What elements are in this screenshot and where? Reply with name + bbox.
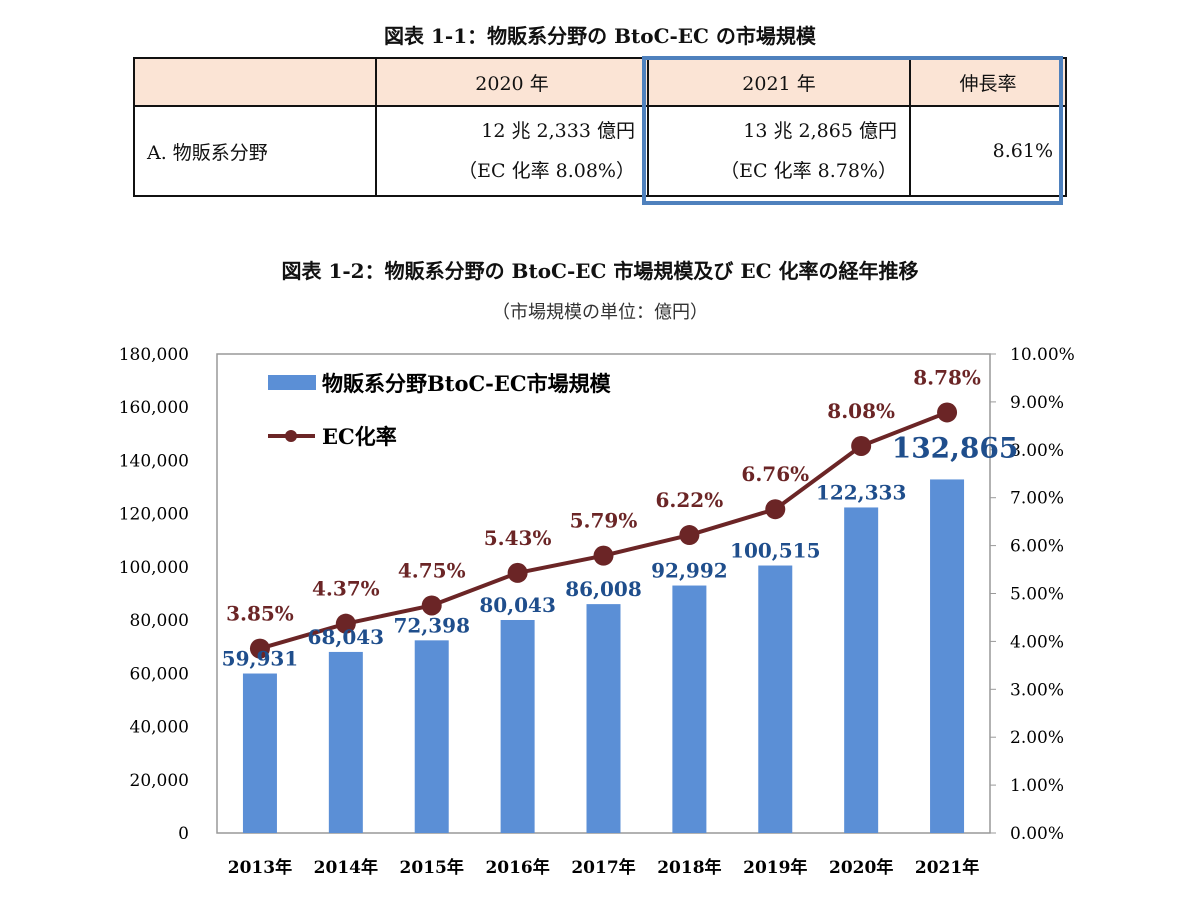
bar-value-label: 80,043 bbox=[479, 593, 556, 617]
chart-subtitle: （市場規模の単位：億円） bbox=[492, 302, 708, 323]
bar-value-label: 72,398 bbox=[393, 613, 470, 637]
left-tick-label: 20,000 bbox=[130, 771, 189, 791]
cell-growth: 8.61% bbox=[909, 105, 1067, 197]
x-tick-label: 2021年 bbox=[915, 857, 979, 878]
right-tick-label: 6.00% bbox=[1010, 537, 1064, 557]
bar bbox=[672, 585, 707, 833]
market-size-table: 2020 年 2021 年 伸長率 A. 物販系分野 12 兆 2,333 億円… bbox=[133, 57, 1067, 197]
x-tick-label: 2015年 bbox=[400, 857, 464, 878]
bar-value-label: 100,515 bbox=[730, 539, 820, 563]
bar bbox=[500, 619, 535, 833]
x-tick-label: 2014年 bbox=[314, 857, 378, 878]
bar-value-label: 122,333 bbox=[816, 480, 906, 504]
bar bbox=[414, 640, 449, 833]
left-tick-label: 160,000 bbox=[119, 398, 189, 418]
table-title: 図表 1-1：物販系分野の BtoC-EC の市場規模 bbox=[384, 24, 816, 48]
bar bbox=[586, 604, 621, 833]
ec-rate-point bbox=[249, 638, 270, 659]
left-tick-label: 100,000 bbox=[119, 558, 189, 578]
ec-rate-label: 4.75% bbox=[398, 558, 466, 582]
left-tick-label: 80,000 bbox=[130, 611, 189, 631]
chart-title: 図表 1-2：物販系分野の BtoC-EC 市場規模及び EC 化率の経年推移 bbox=[281, 259, 919, 283]
left-tick-label: 180,000 bbox=[119, 345, 189, 365]
bar-value-label: 59,931 bbox=[222, 647, 299, 671]
bar bbox=[930, 479, 965, 833]
ec-rate-point bbox=[937, 402, 958, 423]
ec-rate-label: 3.85% bbox=[226, 602, 294, 626]
ec-rate-point bbox=[765, 499, 786, 520]
ec-rate-point bbox=[593, 545, 614, 566]
ec-rate-label: 5.79% bbox=[570, 509, 638, 533]
right-tick-label: 7.00% bbox=[1010, 489, 1064, 509]
bar-value-label: 68,043 bbox=[308, 625, 385, 649]
right-tick-label: 10.00% bbox=[1010, 345, 1075, 365]
right-tick-label: 2.00% bbox=[1010, 728, 1064, 748]
left-tick-label: 40,000 bbox=[130, 718, 189, 738]
header-empty bbox=[133, 57, 377, 107]
legend-line-marker bbox=[285, 430, 297, 442]
amount-2020: 12 兆 2,333 億円 bbox=[481, 120, 635, 142]
left-tick-label: 0 bbox=[178, 824, 189, 844]
bar bbox=[242, 673, 277, 833]
ec-rate-label: 8.78% bbox=[913, 365, 981, 389]
bar-value-label: 92,992 bbox=[651, 559, 728, 583]
bar bbox=[844, 507, 879, 833]
header-2020: 2020 年 bbox=[375, 57, 649, 107]
ec-rate-label: 8.08% bbox=[827, 399, 895, 423]
ec-rate-point bbox=[507, 562, 528, 583]
bar bbox=[328, 651, 363, 833]
right-tick-label: 0.00% bbox=[1010, 824, 1064, 844]
table-row: A. 物販系分野 12 兆 2,333 億円 （EC 化率 8.08%） 13 … bbox=[133, 105, 1067, 197]
legend-line-label: EC化率 bbox=[322, 424, 397, 449]
table-header-row: 2020 年 2021 年 伸長率 bbox=[133, 57, 1067, 107]
ec-rate-point bbox=[851, 435, 872, 456]
left-tick-label: 140,000 bbox=[119, 451, 189, 471]
right-tick-label: 5.00% bbox=[1010, 585, 1064, 605]
x-tick-label: 2016年 bbox=[485, 857, 549, 878]
bar-value-label: 132,865 bbox=[892, 431, 1019, 464]
right-tick-label: 1.00% bbox=[1010, 776, 1064, 796]
left-tick-label: 60,000 bbox=[130, 664, 189, 684]
right-tick-label: 9.00% bbox=[1010, 393, 1064, 413]
row-label: A. 物販系分野 bbox=[133, 105, 377, 197]
bar bbox=[758, 565, 793, 833]
right-tick-label: 4.00% bbox=[1010, 632, 1064, 652]
ec-rate-label: 6.76% bbox=[741, 462, 809, 486]
x-tick-label: 2018年 bbox=[657, 857, 721, 878]
rate-2021: （EC 化率 8.78%） bbox=[720, 160, 897, 182]
ec-rate-label: 6.22% bbox=[656, 488, 724, 512]
cell-2021: 13 兆 2,865 億円 （EC 化率 8.78%） bbox=[647, 105, 911, 197]
amount-2021: 13 兆 2,865 億円 bbox=[743, 120, 897, 142]
legend-bar-label: 物販系分野BtoC-EC市場規模 bbox=[322, 371, 612, 396]
bar-value-label: 86,008 bbox=[565, 577, 642, 601]
cell-2020: 12 兆 2,333 億円 （EC 化率 8.08%） bbox=[375, 105, 649, 197]
x-tick-label: 2017年 bbox=[571, 857, 635, 878]
x-tick-label: 2013年 bbox=[228, 857, 292, 878]
rate-2020: （EC 化率 8.08%） bbox=[458, 160, 635, 182]
ec-rate-label: 4.37% bbox=[312, 577, 380, 601]
x-tick-label: 2020年 bbox=[829, 857, 893, 878]
highlight-box-2021 bbox=[642, 56, 1063, 205]
legend-bar-swatch bbox=[268, 375, 316, 390]
ec-rate-point bbox=[679, 525, 700, 546]
left-tick-label: 120,000 bbox=[119, 505, 189, 525]
ec-rate-label: 5.43% bbox=[484, 526, 552, 550]
x-tick-label: 2019年 bbox=[743, 857, 807, 878]
header-2021: 2021 年 bbox=[647, 57, 911, 107]
ec-rate-point bbox=[335, 613, 356, 634]
right-tick-label: 8.00% bbox=[1010, 441, 1064, 461]
header-growth: 伸長率 bbox=[909, 57, 1067, 107]
right-tick-label: 3.00% bbox=[1010, 680, 1064, 700]
ec-rate-point bbox=[421, 595, 442, 616]
